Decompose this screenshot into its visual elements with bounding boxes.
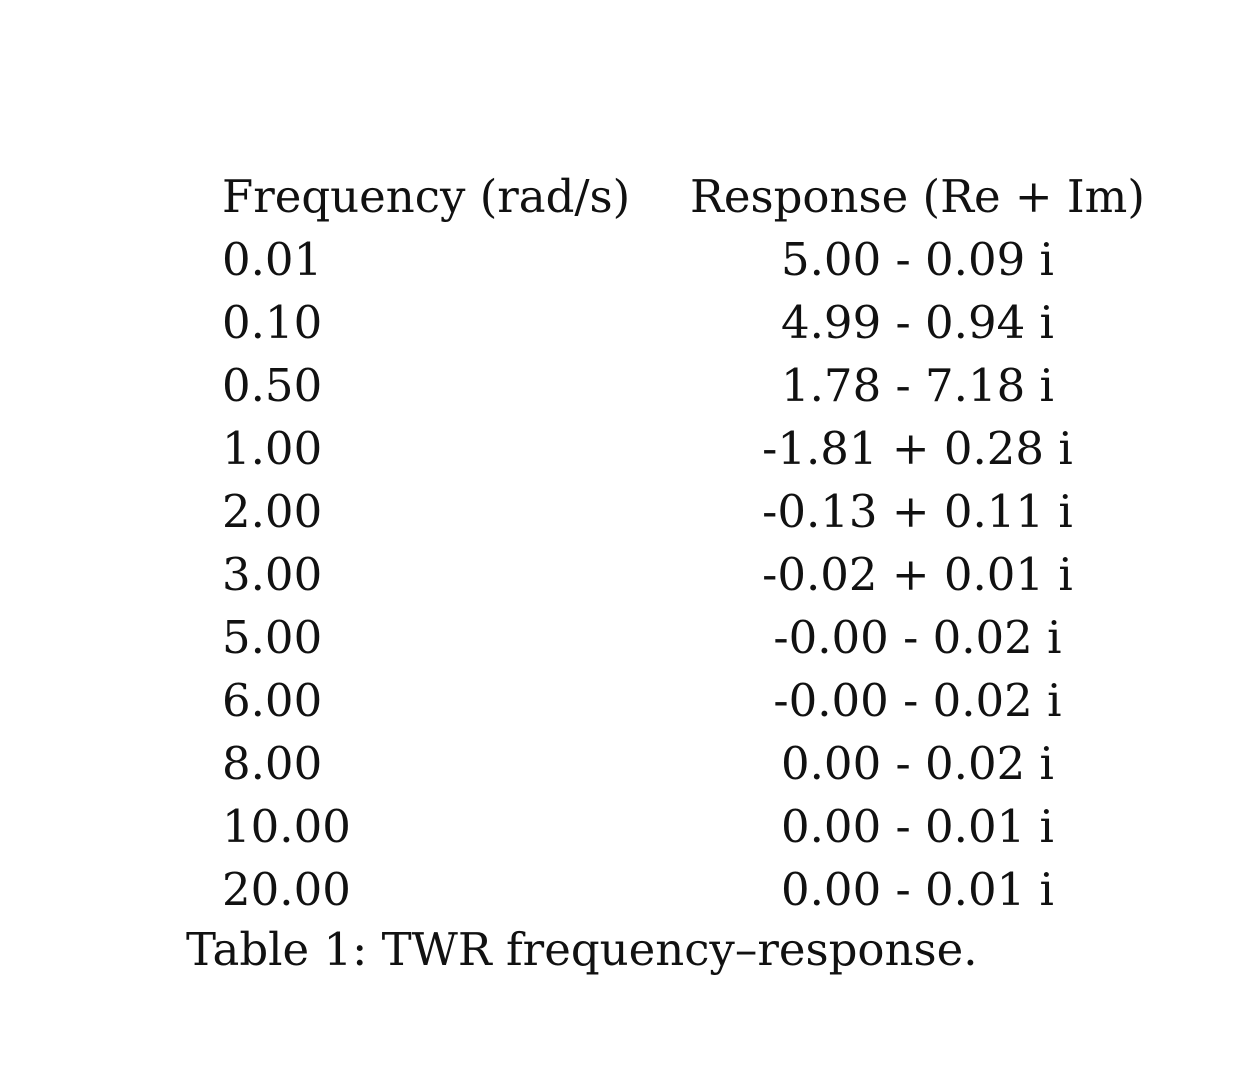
response-cell: 1.78 - 7.18 i	[781, 359, 1054, 412]
header-response: Response (Re + Im)	[690, 170, 1145, 223]
table-row: 6.00 -0.00 - 0.02 i	[208, 669, 1159, 732]
frequency-cell: 2.00	[222, 485, 323, 538]
frequency-cell: 1.00	[222, 422, 323, 475]
table-row: 0.50 1.78 - 7.18 i	[208, 354, 1159, 417]
table-row: 5.00 -0.00 - 0.02 i	[208, 606, 1159, 669]
frequency-cell: 0.50	[222, 359, 323, 412]
frequency-cell: 6.00	[222, 674, 323, 727]
header-row: Frequency (rad/s) Response (Re + Im)	[208, 165, 1159, 228]
response-cell: -0.00 - 0.02 i	[773, 674, 1062, 727]
table-header: Frequency (rad/s) Response (Re + Im)	[208, 165, 1159, 228]
frequency-cell: 20.00	[222, 863, 351, 916]
response-cell: 0.00 - 0.02 i	[781, 737, 1054, 790]
response-cell: 0.00 - 0.01 i	[781, 863, 1054, 916]
response-cell: 0.00 - 0.01 i	[781, 800, 1054, 853]
frequency-response-table: Frequency (rad/s) Response (Re + Im) 0.0…	[208, 165, 1159, 921]
table-row: 10.00 0.00 - 0.01 i	[208, 795, 1159, 858]
table-row: 8.00 0.00 - 0.02 i	[208, 732, 1159, 795]
table-row: 1.00 -1.81 + 0.28 i	[208, 417, 1159, 480]
table-caption: Table 1: TWR frequency–response.	[186, 923, 978, 976]
response-cell: 4.99 - 0.94 i	[781, 296, 1054, 349]
frequency-cell: 3.00	[222, 548, 323, 601]
table-row: 0.01 5.00 - 0.09 i	[208, 228, 1159, 291]
frequency-cell: 10.00	[222, 800, 351, 853]
table-row: 0.10 4.99 - 0.94 i	[208, 291, 1159, 354]
table-body: 0.01 5.00 - 0.09 i 0.10 4.99 - 0.94 i 0.50 1.…	[208, 228, 1159, 921]
response-cell: -0.13 + 0.11 i	[762, 485, 1073, 538]
frequency-cell: 0.10	[222, 296, 323, 349]
frequency-cell: 5.00	[222, 611, 323, 664]
response-cell: -0.02 + 0.01 i	[762, 548, 1073, 601]
response-cell: -1.81 + 0.28 i	[762, 422, 1073, 475]
header-frequency: Frequency (rad/s)	[222, 170, 631, 223]
frequency-cell: 0.01	[222, 233, 323, 286]
response-cell: -0.00 - 0.02 i	[773, 611, 1062, 664]
table-row: 20.00 0.00 - 0.01 i	[208, 858, 1159, 921]
table-row: 2.00 -0.13 + 0.11 i	[208, 480, 1159, 543]
table-row: 3.00 -0.02 + 0.01 i	[208, 543, 1159, 606]
frequency-cell: 8.00	[222, 737, 323, 790]
response-cell: 5.00 - 0.09 i	[781, 233, 1054, 286]
